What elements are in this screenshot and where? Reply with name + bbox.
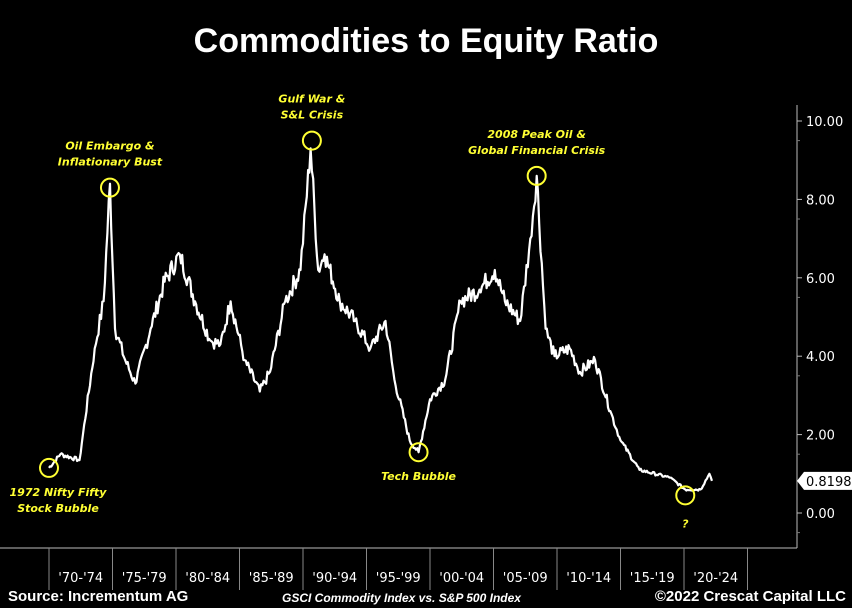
- last-value-label: 0.8198: [806, 475, 852, 490]
- annotation-label: Gulf War &: [278, 93, 345, 106]
- annotation-circle: [408, 442, 429, 463]
- annotation-label: Tech Bubble: [381, 470, 456, 483]
- annotation-label: Stock Bubble: [17, 502, 99, 515]
- x-tick-label: '80-'84: [185, 571, 230, 586]
- annotation-label: S&L Crisis: [281, 109, 344, 122]
- annotation-label: ?: [682, 517, 689, 530]
- annotation-label: Global Financial Crisis: [468, 144, 606, 157]
- annotation-label: 1972 Nifty Fifty: [10, 486, 108, 499]
- annotation-circle: [526, 165, 547, 186]
- chart-title: Commodities to Equity Ratio: [193, 22, 659, 60]
- annotation-circle: [99, 177, 120, 198]
- annotation-circle: [675, 485, 696, 506]
- plot-svg: 10.00 8.00 6.00 4.00 2.00 0.00 '70-'74 '75-'79 '…: [0, 93, 852, 590]
- x-tick-label: '70-'74: [58, 571, 103, 586]
- annotation-label: Inflationary Bust: [58, 156, 163, 169]
- annotation-circle: [301, 130, 322, 151]
- y-tick-label: 4.00: [806, 350, 835, 365]
- y-tick-label: 0.00: [806, 507, 835, 522]
- x-tick-label: '05-'09: [503, 571, 548, 586]
- subtitle-label: GSCI Commodity Index vs. S&P 500 Index: [282, 591, 521, 605]
- last-value-tag: [797, 471, 852, 490]
- x-tick-label: '90-'94: [312, 571, 357, 586]
- x-tick-label: '95-'99: [376, 571, 421, 586]
- y-tick-label: 8.00: [806, 193, 835, 208]
- chart-area: Commodities to Equity Ratio 10.00 8.00 6.0…: [0, 0, 852, 608]
- annotation-label: 2008 Peak Oil &: [487, 128, 586, 141]
- annotation-label: Oil Embargo &: [65, 140, 154, 153]
- series-line: [48, 147, 713, 492]
- y-tick-label: 10.00: [806, 115, 843, 130]
- y-tick-label: 2.00: [806, 429, 835, 444]
- y-tick-label: 6.00: [806, 272, 835, 287]
- x-tick-label: '15-'19: [630, 571, 675, 586]
- x-tick-label: '20-'24: [693, 571, 738, 586]
- annotation-circle: [39, 457, 59, 478]
- x-tick-label: '85-'89: [249, 571, 294, 586]
- x-tick-label: '75-'79: [122, 571, 167, 586]
- copyright-label: ©2022 Crescat Capital LLC: [654, 588, 846, 605]
- x-tick-label: '00-'04: [439, 571, 484, 586]
- source-label: Source: Incrementum AG: [8, 588, 189, 605]
- x-tick-label: '10-'14: [566, 571, 611, 586]
